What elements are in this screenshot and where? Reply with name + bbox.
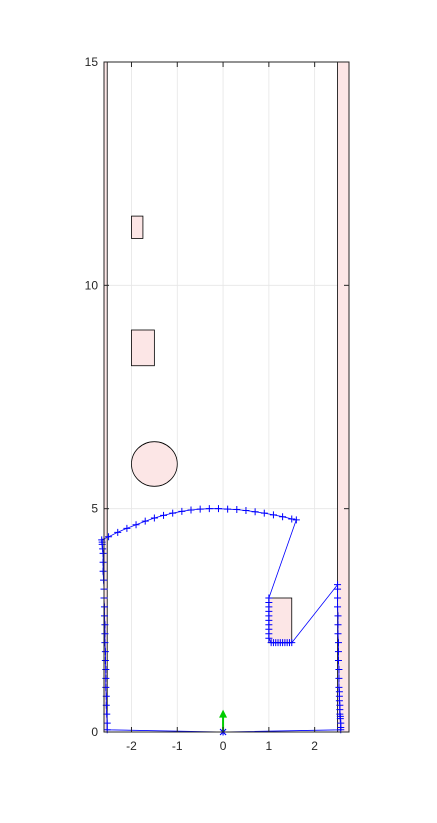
obstacle-rect: [104, 62, 108, 732]
scan-point: [102, 674, 110, 682]
scan-point: [233, 506, 241, 514]
scan-point: [187, 506, 195, 514]
y-tick-label: 0: [91, 725, 98, 739]
scan-point: [196, 505, 204, 513]
scan-point: [101, 621, 109, 629]
scan-point: [334, 630, 342, 638]
scan-point: [99, 567, 107, 575]
scan-point: [279, 513, 287, 521]
scan-point: [334, 603, 342, 611]
scan-point: [101, 639, 109, 647]
obstacle-rect: [131, 215, 144, 239]
scan-point: [101, 630, 109, 638]
scan-point: [114, 528, 122, 536]
scan-point: [260, 509, 268, 517]
heading-arrow-head: [219, 709, 228, 718]
scan-point: [265, 634, 273, 642]
axes-area: -2 -1 0 1 2 0 5 10 15: [85, 55, 350, 753]
scan-point: [99, 558, 107, 566]
scan-point: [150, 514, 158, 522]
obstacle-rect: [131, 329, 155, 367]
scan-point: [103, 719, 111, 727]
x-tick-label: -1: [172, 739, 183, 753]
scan-point: [288, 515, 296, 523]
x-tick-label: -2: [126, 739, 137, 753]
y-tick-label: 10: [85, 278, 99, 292]
scan-point: [132, 521, 140, 529]
scan-point: [160, 511, 168, 519]
axes-box: [103, 61, 350, 733]
scan-point: [123, 524, 131, 532]
scan-point: [101, 657, 109, 665]
scan-point: [105, 533, 113, 541]
scan-point: [242, 506, 250, 514]
obstacle-circle: [131, 441, 178, 487]
y-tick-label: 15: [85, 55, 99, 69]
scan-point: [101, 648, 109, 656]
scan-point: [334, 648, 342, 656]
scan-point: [334, 657, 342, 665]
scan-point: [269, 511, 277, 519]
y-tick-label: 5: [91, 502, 98, 516]
plot-background: [104, 62, 349, 732]
scan-point: [205, 505, 213, 513]
scan-point: [178, 507, 186, 515]
x-tick-label: 1: [266, 739, 273, 753]
scan-point: [141, 517, 149, 525]
axes: -2 -1 0 1 2 0 5 10 15: [85, 55, 350, 753]
scan-point: [335, 674, 343, 682]
scan-point: [251, 508, 259, 516]
scan-point: [334, 639, 342, 647]
scan-point: [169, 509, 177, 517]
scan-point: [335, 665, 343, 673]
scan-point: [102, 665, 110, 673]
obstacle-rect: [337, 62, 349, 732]
scan-point: [224, 505, 232, 513]
scan-point: [292, 516, 300, 524]
scan-point: [334, 594, 342, 602]
scan-point: [288, 639, 296, 647]
scan-point: [102, 683, 110, 691]
scan-point: [334, 621, 342, 629]
scan-point: [334, 585, 342, 593]
scan-point: [334, 612, 342, 620]
x-tick-label: 0: [220, 739, 227, 753]
x-tick-label: 2: [311, 739, 318, 753]
scan-point: [214, 505, 222, 513]
